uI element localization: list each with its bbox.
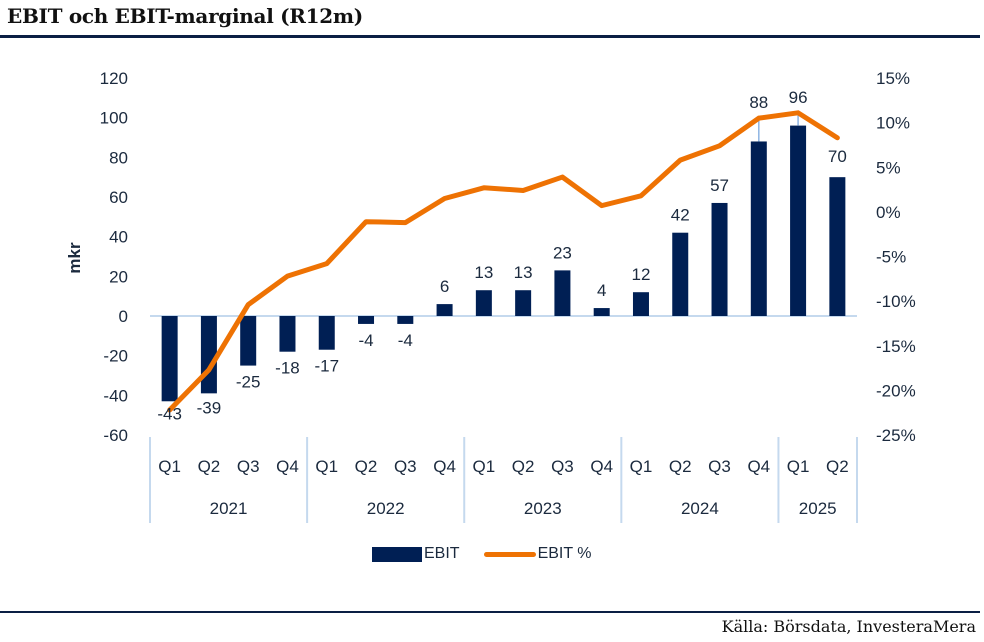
ebit-bar (711, 202, 728, 316)
ebit-bar (161, 316, 178, 402)
ebit-margin-line (167, 110, 840, 413)
quarter-label: Q1 (315, 457, 338, 476)
quarter-label: Q3 (394, 457, 417, 476)
ebit-margin-polyline (167, 110, 840, 413)
ebit-data-label: 13 (474, 263, 493, 282)
ebit-data-label: -17 (314, 357, 339, 376)
quarter-label: Q4 (590, 457, 613, 476)
ebit-bar (358, 316, 375, 324)
ebit-data-label: 23 (553, 243, 572, 262)
ebit-data-label: 88 (749, 93, 768, 112)
quarter-label: Q1 (473, 457, 496, 476)
ebit-data-label: 12 (632, 265, 651, 284)
left-tick-label: 60 (109, 188, 128, 207)
ebit-bar (554, 270, 571, 316)
quarter-label: Q4 (433, 457, 456, 476)
right-tick-label: 15% (876, 69, 910, 88)
right-tick-label: 10% (876, 114, 910, 133)
right-tick-label: -15% (876, 337, 916, 356)
ebit-data-label: 13 (514, 263, 533, 282)
ebit-bar (436, 304, 453, 316)
year-label: 2025 (799, 499, 837, 518)
right-tick-label: -20% (876, 381, 916, 400)
right-tick-label: -10% (876, 292, 916, 311)
left-tick-label: 80 (109, 148, 128, 167)
ebit-bar (475, 290, 492, 316)
year-label: 2022 (367, 499, 405, 518)
ebit-bar (829, 177, 846, 316)
quarter-label: Q2 (198, 457, 221, 476)
right-tick-label: 0% (876, 203, 901, 222)
ebit-data-label: 70 (828, 147, 847, 166)
title-divider (0, 35, 980, 38)
y-axis-label: mkr (65, 242, 84, 274)
quarter-label: Q2 (669, 457, 692, 476)
left-y-axis: -60 -40 -20 0 20 40 60 80 100 120 (100, 69, 128, 445)
legend: EBIT EBIT % (372, 545, 616, 563)
quarter-label: Q3 (708, 457, 731, 476)
ebit-bar (632, 292, 649, 316)
left-tick-label: 40 (109, 228, 128, 247)
left-tick-label: 120 (100, 69, 128, 88)
chart: -60 -40 -20 0 20 40 60 80 100 120 -25% -20% -15% -10… (65, 69, 916, 523)
quarter-label: Q1 (630, 457, 653, 476)
left-tick-label: -60 (103, 426, 128, 445)
left-tick-label: -40 (103, 386, 128, 405)
left-tick-label: 100 (100, 109, 128, 128)
legend-item-ebit[interactable]: EBIT (372, 545, 460, 563)
quarter-label: Q2 (355, 457, 378, 476)
left-tick-label: -20 (103, 347, 128, 366)
quarter-label: Q3 (237, 457, 260, 476)
ebit-bar (790, 125, 807, 316)
chart-title: EBIT och EBIT-marginal (R12m) (7, 4, 363, 28)
ebit-bar (240, 316, 257, 366)
legend-label-ebit-margin: EBIT % (537, 545, 592, 562)
left-tick-label: 20 (109, 267, 128, 286)
ebit-data-label: 96 (789, 88, 808, 107)
quarter-label: Q2 (826, 457, 849, 476)
ebit-bars (161, 125, 846, 402)
ebit-data-label: -4 (398, 331, 413, 350)
ebit-bar (515, 290, 532, 316)
ebit-bar (750, 141, 767, 316)
footer-divider (0, 611, 980, 613)
quarter-label: Q3 (551, 457, 574, 476)
ebit-data-label: -25 (236, 373, 261, 392)
ebit-data-label: 57 (710, 176, 729, 195)
ebit-bar (200, 316, 217, 394)
quarter-label: Q1 (787, 457, 810, 476)
right-tick-label: 5% (876, 158, 901, 177)
quarter-label: Q1 (158, 457, 181, 476)
quarter-label: Q4 (747, 457, 770, 476)
right-y-axis: -25% -20% -15% -10% -5% 0% 5% 10% 15% (876, 69, 916, 445)
ebit-bar (279, 316, 296, 352)
right-tick-label: -5% (876, 248, 906, 267)
year-label: 2024 (681, 499, 719, 518)
legend-swatch-line (483, 551, 536, 557)
year-label: 2023 (524, 499, 562, 518)
ebit-data-label: -18 (275, 359, 300, 378)
ebit-data-label: 4 (597, 281, 606, 300)
left-tick-label: 0 (119, 307, 128, 326)
ebit-data-label: -4 (358, 331, 373, 350)
ebit-bar (593, 308, 610, 316)
legend-item-ebit-margin[interactable]: EBIT % (483, 545, 592, 563)
quarter-label: Q2 (512, 457, 535, 476)
ebit-bar (397, 316, 414, 324)
ebit-bar (318, 316, 335, 350)
legend-swatch-bar (372, 546, 422, 562)
x-axis: Q1 Q2 Q3 Q4 Q1 Q2 Q3 Q4 Q1 Q2 Q3 Q4 Q1 Q2 Q3 Q4 Q1 Q2 2021… (149, 315, 858, 523)
legend-label-ebit: EBIT (424, 545, 460, 562)
right-tick-label: -25% (876, 426, 916, 445)
ebit-data-label: 6 (440, 277, 449, 296)
ebit-data-label: -39 (197, 398, 222, 417)
ebit-data-label: -43 (157, 404, 182, 423)
quarter-label: Q4 (276, 457, 299, 476)
year-label: 2021 (210, 499, 248, 518)
source-note: Källa: Börsdata, InvesteraMera (721, 617, 976, 636)
bar-data-labels: -43 -39 -25 -18 -17 -4 -4 6 13 13 23 4 12 42 57 88 96 70 (157, 88, 846, 423)
ebit-data-label: 42 (671, 206, 690, 225)
ebit-bar (672, 232, 689, 316)
